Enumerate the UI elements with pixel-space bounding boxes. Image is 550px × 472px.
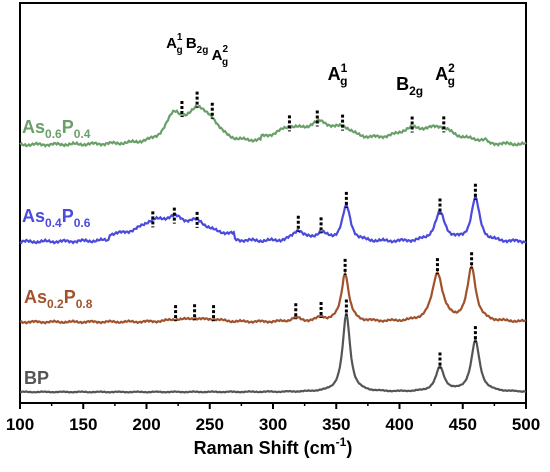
series-sub2: 0.6: [74, 216, 91, 230]
x-tick-label: 100: [6, 415, 34, 434]
peak-label-main: A: [328, 64, 341, 84]
peak-label: B2g: [396, 74, 423, 98]
x-axis-title-close: ): [346, 438, 352, 458]
x-axis-title-sup: -1: [336, 435, 347, 449]
series-line: [19, 192, 527, 245]
series-line: [19, 104, 527, 148]
series-element1: As: [24, 287, 47, 307]
series-sub1: 0.4: [45, 216, 62, 230]
series-label: As0.6P0.4: [22, 117, 91, 141]
series-element2: P: [62, 117, 74, 137]
peak-label-sub: 2g: [197, 45, 209, 56]
peak-markers: [151, 91, 477, 369]
series-sub2: 0.4: [74, 127, 91, 141]
series-element1: As: [22, 117, 45, 137]
x-tick-label: 350: [322, 415, 350, 434]
peak-label-main: B: [396, 74, 409, 94]
series-line: [19, 313, 527, 394]
x-tick-label: 150: [69, 415, 97, 434]
series-element2: P: [62, 206, 74, 226]
x-tick-label: 500: [512, 415, 540, 434]
series-element1: As: [22, 206, 45, 226]
peak-label-main: B: [186, 35, 197, 52]
peak-label-main: A: [212, 47, 223, 64]
x-tick-label: 200: [132, 415, 160, 434]
series-label: BP: [24, 368, 49, 388]
series-sub1: 0.2: [47, 297, 64, 311]
x-axis-title-text: Raman Shift (cm: [194, 438, 336, 458]
peak-label-sup: 2: [448, 61, 455, 75]
x-axis-ticks: 100 150 200 250 300 350 400 450 500: [6, 403, 540, 434]
series-label: As0.2P0.8: [24, 287, 93, 311]
x-tick-label: 300: [259, 415, 287, 434]
peak-label-sup: 1: [341, 61, 348, 75]
peak-label-main: A: [166, 35, 177, 52]
peak-label-sup: 1: [177, 32, 183, 43]
peak-label-sub: g: [222, 57, 228, 68]
peak-label: A2 g: [435, 61, 455, 88]
peak-label-sup: 2: [222, 44, 228, 55]
peak-label: A1 g: [166, 32, 183, 56]
x-axis-title: Raman Shift (cm-1): [194, 435, 353, 458]
series-name: BP: [24, 368, 49, 388]
series-line: [19, 264, 527, 325]
peak-label: A2 g: [212, 44, 229, 68]
peak-label-sub: 2g: [409, 84, 423, 98]
peak-label: A1 g: [328, 61, 348, 88]
x-tick-label: 250: [196, 415, 224, 434]
x-tick-label: 450: [449, 415, 477, 434]
peak-label: B2g: [186, 35, 209, 56]
series-sub1: 0.6: [45, 127, 62, 141]
peak-label-sub: g: [448, 74, 455, 88]
peak-label-sub: g: [340, 74, 347, 88]
series-element2: P: [64, 287, 76, 307]
series-curves: [19, 104, 527, 394]
peak-label-main: A: [435, 64, 448, 84]
peak-label-sub: g: [176, 45, 182, 56]
series-sub2: 0.8: [76, 297, 93, 311]
series-label: As0.4P0.6: [22, 206, 91, 230]
x-tick-label: 400: [385, 415, 413, 434]
